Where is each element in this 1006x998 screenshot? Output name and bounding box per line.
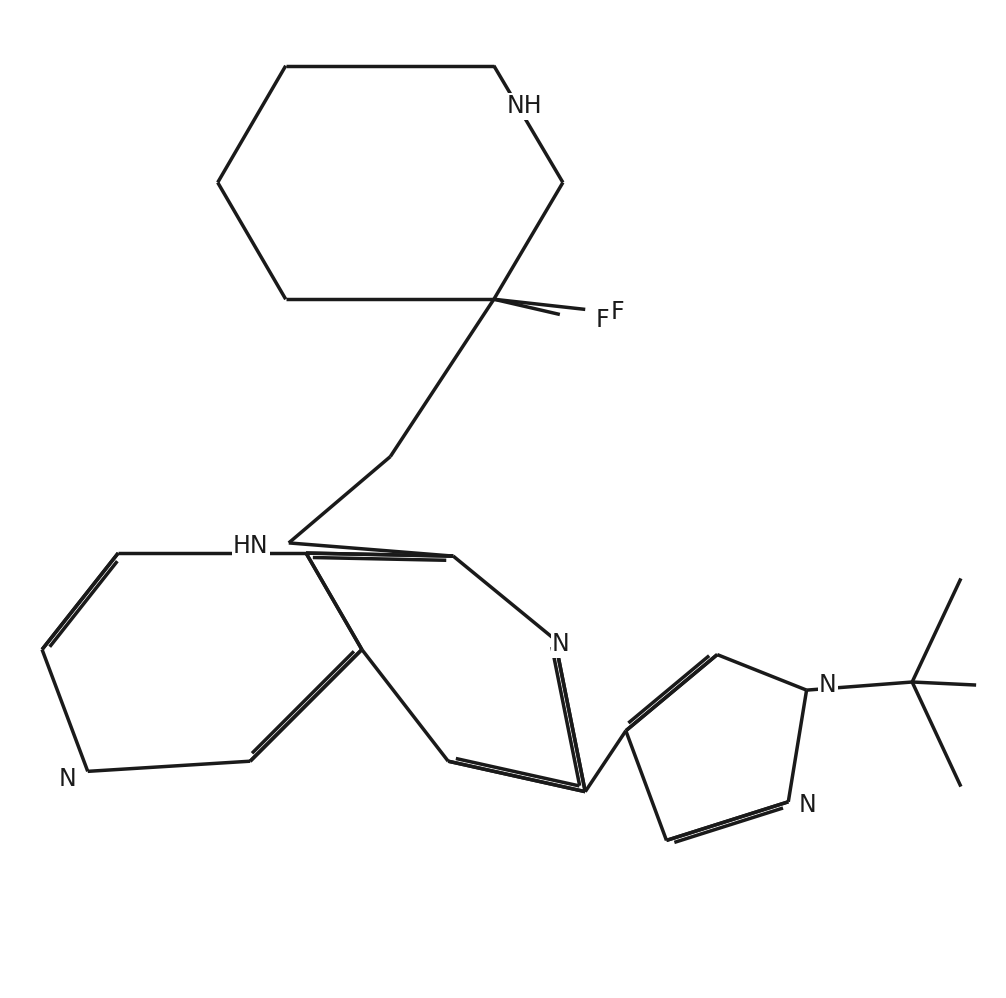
Text: N: N <box>819 673 837 697</box>
Text: N: N <box>799 793 816 817</box>
Text: F: F <box>596 307 609 331</box>
Text: F: F <box>611 300 625 324</box>
Text: N: N <box>551 633 569 657</box>
Text: HN: HN <box>232 534 269 558</box>
Text: NH: NH <box>506 95 542 119</box>
Text: N: N <box>58 767 76 791</box>
